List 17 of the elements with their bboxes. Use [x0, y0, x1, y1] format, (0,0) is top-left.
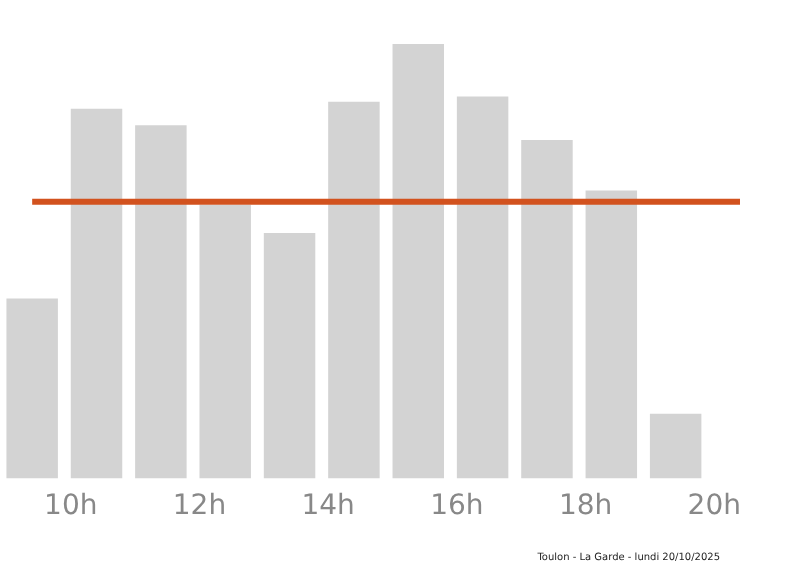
bar [135, 125, 187, 479]
bar [70, 108, 123, 479]
bar [328, 101, 380, 479]
bar [263, 232, 316, 479]
bar [6, 298, 58, 479]
bar [199, 204, 251, 479]
x-tick-label: 20h [687, 490, 741, 523]
bar [521, 140, 573, 479]
bar [649, 413, 702, 479]
x-tick-label: 12h [172, 490, 227, 523]
x-tick-label: 18h [558, 490, 613, 523]
bar [585, 190, 638, 479]
bar [456, 96, 509, 479]
x-tick-label: 14h [301, 490, 355, 523]
bar [392, 44, 444, 479]
x-tick-label: 16h [430, 490, 484, 523]
x-tick-label: 10h [44, 490, 98, 523]
